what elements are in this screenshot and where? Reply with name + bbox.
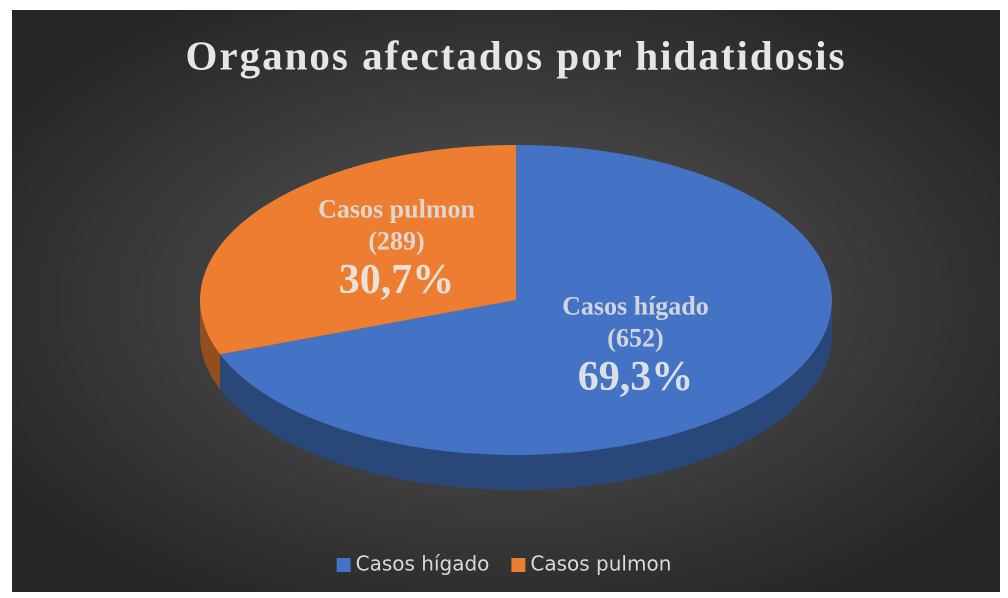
data-label-category: Casos pulmon xyxy=(318,194,475,223)
data-label-value: 30,7% xyxy=(339,257,455,303)
legend-swatch xyxy=(336,558,351,572)
legend-swatch xyxy=(511,558,526,572)
pie-slice-side xyxy=(220,300,832,490)
pie-slice-side xyxy=(200,300,221,390)
pie-slice xyxy=(220,145,832,455)
data-label-value: 69,3% xyxy=(578,354,694,400)
data-label-count: (289) xyxy=(368,226,424,255)
data-label-count: (652) xyxy=(607,324,663,353)
pie-slice xyxy=(200,145,516,355)
data-label-category: Casos hígado xyxy=(562,292,709,321)
legend-label: Casos pulmon xyxy=(530,552,671,576)
legend-label: Casos hígado xyxy=(356,552,490,576)
chart-title: Organos afectados por hidatidosis xyxy=(186,32,847,78)
legend: Casos hígado Casos pulmon xyxy=(336,552,671,576)
